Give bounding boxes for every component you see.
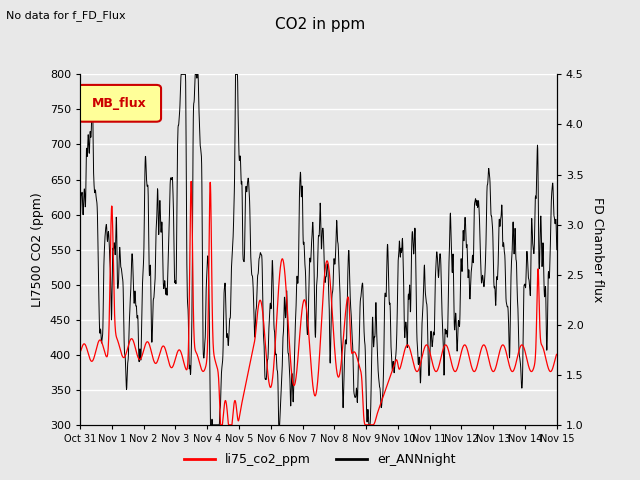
Legend: li75_co2_ppm, er_ANNnight: li75_co2_ppm, er_ANNnight (179, 448, 461, 471)
Text: MB_flux: MB_flux (92, 97, 147, 110)
Y-axis label: LI7500 CO2 (ppm): LI7500 CO2 (ppm) (31, 192, 44, 307)
Y-axis label: FD Chamber flux: FD Chamber flux (591, 197, 604, 302)
FancyBboxPatch shape (77, 85, 161, 122)
Text: CO2 in ppm: CO2 in ppm (275, 17, 365, 32)
Text: No data for f_FD_Flux: No data for f_FD_Flux (6, 10, 126, 21)
